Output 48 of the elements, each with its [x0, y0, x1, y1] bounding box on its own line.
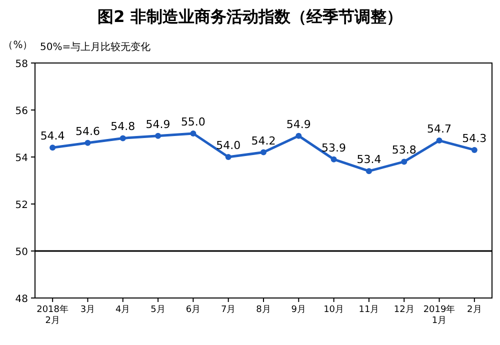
x-tick-label: 11月 [358, 305, 380, 315]
point [120, 135, 126, 142]
x-tick-label: 3月 [80, 305, 96, 315]
x-tick-label: 9月 [291, 305, 306, 315]
data-label: 53.9 [322, 141, 346, 154]
data-label: 53.4 [356, 153, 382, 166]
point [296, 132, 302, 139]
data-label: 54.4 [40, 130, 65, 143]
point [225, 154, 232, 160]
x-tick-label: 6月 [186, 305, 201, 315]
point [155, 132, 162, 139]
x-tick-label: 5月 [150, 305, 166, 315]
data-label: 54.8 [110, 120, 136, 134]
point [190, 130, 196, 136]
point [50, 144, 56, 151]
text: 50%=与上月比较无变化 [40, 41, 151, 53]
x-tick-label: 8月 [256, 305, 271, 315]
data-label: 54.9 [286, 118, 311, 131]
data-label: 54.0 [216, 139, 241, 152]
x-tick-label: 2018年 2月 [36, 304, 69, 326]
point [436, 138, 442, 144]
point [330, 156, 337, 162]
data-label: 54.3 [462, 132, 487, 145]
x-tick-label: 10月 [324, 305, 344, 315]
y-tick-label: 50 [15, 247, 28, 258]
y-tick-label: 58 [15, 59, 28, 70]
y-tick-label: 56 [15, 106, 28, 117]
point [471, 146, 478, 153]
y-tick-label: 48 [15, 294, 28, 305]
title: 图2 非制造业商务活动指数（经季节调整） [98, 7, 402, 26]
y-tick-label: 52 [15, 200, 28, 211]
x-tick-label: 2019年 1月 [423, 304, 456, 326]
x-tick-label: 7月 [220, 305, 236, 315]
data-label: 54.2 [251, 134, 276, 148]
data-label: 54.9 [146, 118, 170, 131]
x-tick-label: 12月 [394, 305, 414, 315]
point [366, 168, 372, 174]
y-axis-title: （%） [3, 40, 33, 51]
point [401, 158, 408, 165]
y-tick-label: 54 [15, 153, 28, 164]
point [84, 140, 91, 146]
data-label: 54.6 [75, 124, 100, 138]
x-tick-label: 4月 [116, 305, 130, 315]
data-label: 53.8 [392, 144, 416, 157]
x-tick-label: 2月 [467, 305, 482, 315]
point [260, 149, 266, 156]
data-label: 55.0 [180, 116, 206, 128]
data-label: 54.7 [427, 122, 452, 136]
